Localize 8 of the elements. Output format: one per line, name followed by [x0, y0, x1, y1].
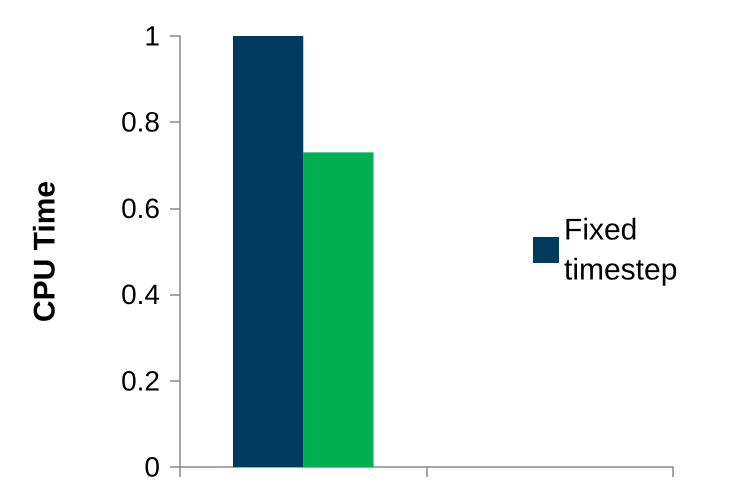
legend-label: Fixed timestep: [564, 214, 678, 286]
y-axis-title: CPU Time: [28, 180, 62, 322]
y-tick-label: 1: [144, 20, 160, 52]
y-tick-label: 0.6: [121, 192, 160, 224]
y-tick-label: 0.8: [121, 106, 160, 138]
y-tick-label: 0.4: [121, 279, 160, 310]
y-tick-label: 0.2: [121, 365, 160, 396]
y-tick-label: 0: [144, 452, 160, 482]
